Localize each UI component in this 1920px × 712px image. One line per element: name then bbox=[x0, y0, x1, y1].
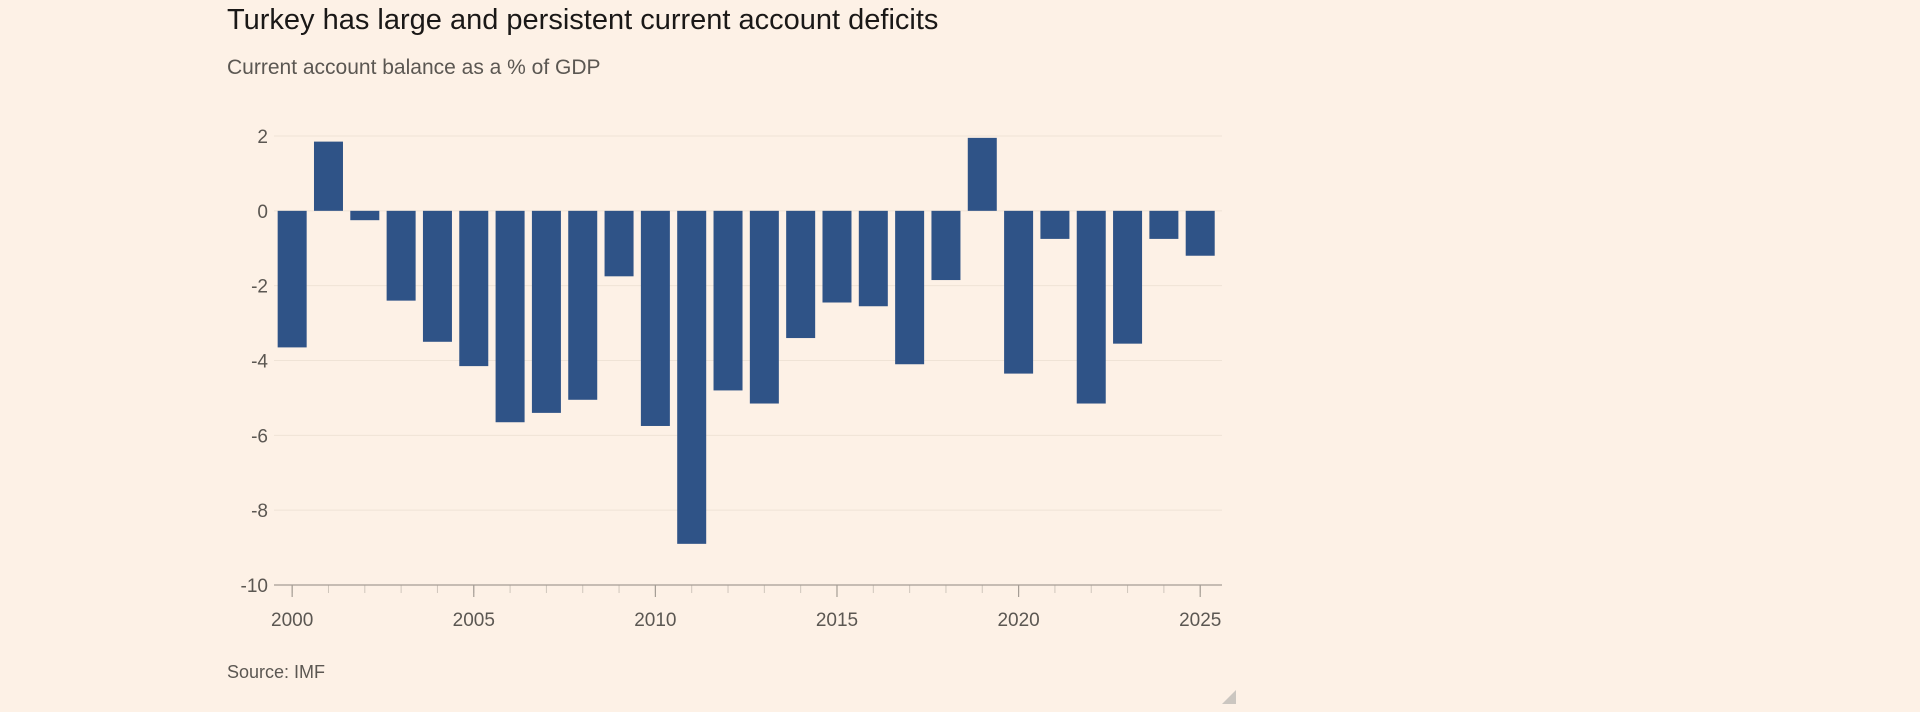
bar-2019 bbox=[967, 137, 997, 211]
y-tick-label: 2 bbox=[257, 127, 268, 148]
bar-2008 bbox=[568, 210, 598, 400]
chart-title: Turkey has large and persistent current … bbox=[227, 4, 939, 36]
y-tick-label: -6 bbox=[251, 426, 268, 447]
bars bbox=[277, 137, 1215, 544]
y-tick-label: 0 bbox=[257, 202, 268, 223]
bar-2017 bbox=[895, 210, 925, 365]
bar-2003 bbox=[386, 210, 416, 301]
bar-2021 bbox=[1040, 210, 1070, 239]
bar-2012 bbox=[713, 210, 743, 391]
bar-2018 bbox=[931, 210, 961, 281]
bar-2006 bbox=[495, 210, 525, 423]
bar-2015 bbox=[822, 210, 852, 303]
bar-2016 bbox=[858, 210, 888, 307]
bar-2005 bbox=[459, 210, 489, 367]
bar-2014 bbox=[786, 210, 816, 339]
bar-2004 bbox=[422, 210, 452, 342]
bar-2020 bbox=[1004, 210, 1034, 374]
x-tick-label: 2000 bbox=[271, 610, 313, 631]
bar-2013 bbox=[749, 210, 779, 404]
bar-2010 bbox=[640, 210, 670, 426]
bar-2000 bbox=[277, 210, 307, 348]
x-tick-label: 2015 bbox=[816, 610, 858, 631]
y-tick-label: -4 bbox=[251, 352, 268, 373]
y-tick-label: -2 bbox=[251, 277, 268, 298]
y-tick-label: -10 bbox=[241, 576, 268, 597]
x-tick-label: 2005 bbox=[453, 610, 495, 631]
chart-subtitle: Current account balance as a % of GDP bbox=[227, 56, 601, 79]
bar-2024 bbox=[1149, 210, 1179, 239]
bar-2022 bbox=[1076, 210, 1106, 404]
axes bbox=[274, 584, 1222, 597]
bar-2023 bbox=[1113, 210, 1143, 344]
bar-2007 bbox=[531, 210, 561, 413]
bar-2011 bbox=[677, 210, 707, 544]
chart-source: Source: IMF bbox=[227, 662, 326, 682]
resize-handle-icon bbox=[1222, 690, 1236, 704]
x-tick-label: 2020 bbox=[997, 610, 1039, 631]
x-tick-label: 2025 bbox=[1179, 610, 1221, 631]
y-tick-label: -8 bbox=[251, 501, 268, 522]
x-tick-label: 2010 bbox=[634, 610, 676, 631]
x-axis-ticks bbox=[291, 585, 1201, 593]
bar-2009 bbox=[604, 210, 634, 277]
bar-2025 bbox=[1185, 210, 1215, 256]
bar-2002 bbox=[350, 210, 380, 221]
bar-2001 bbox=[313, 141, 343, 211]
